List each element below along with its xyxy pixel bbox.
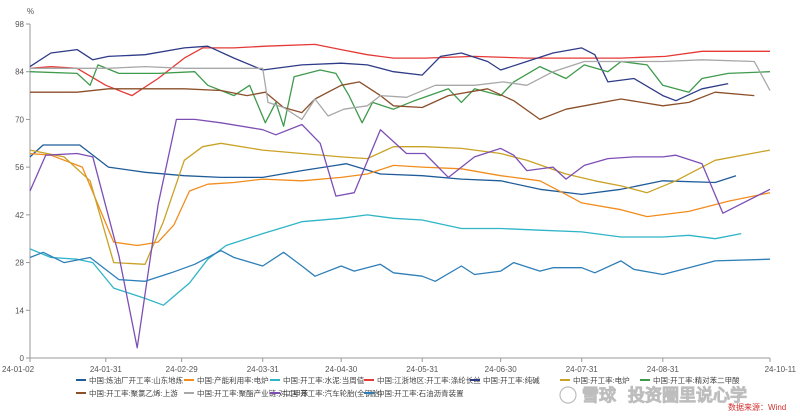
x-tick-label: 24-10-11: [765, 365, 797, 374]
y-tick-label: 0: [20, 354, 25, 363]
series-line-4: [29, 43, 770, 97]
series-line-11: [29, 249, 771, 282]
x-tick-label: 24-06-30: [485, 365, 518, 374]
x-tick-label: 24-05-31: [406, 365, 439, 374]
x-tick-label: 24-07-31: [566, 365, 599, 374]
legend-label: 中国:炼油厂开工率:山东地炼: [89, 375, 184, 385]
legend-label: 中国:开工率:精对苯二甲酸: [653, 375, 740, 385]
xueqiu-logo-icon: [559, 386, 577, 404]
y-tick-label: 70: [15, 115, 24, 124]
legend-label: 中国:产能利用率:电炉: [197, 375, 269, 385]
y-tick-label: 56: [15, 163, 24, 172]
y-axis-ticks: 0 14 28 42 56 70 84 98: [15, 20, 30, 363]
series-line-1: [29, 144, 737, 196]
series-line-8: [30, 81, 755, 121]
watermark: 雪球 投资圈里说心学: [559, 385, 747, 405]
series-line-9: [30, 59, 771, 121]
y-tick-label: 84: [15, 68, 24, 77]
legend-label: 中国:开工率:电炉: [573, 375, 630, 385]
source-note: 数据来源：Wind: [728, 402, 786, 412]
x-tick-label: 24-04-30: [325, 365, 358, 374]
x-tick-label: 24-02-29: [166, 365, 199, 374]
series-line-2: [29, 152, 771, 247]
y-tick-label: 42: [15, 211, 24, 220]
series-line-5: [29, 45, 729, 102]
legend-label: 中国:江浙地区:开工率:涤纶长丝: [377, 375, 481, 385]
legend: 中国:炼油厂开工率:山东地炼 中国:产能利用率:电炉 中国:开工率:水泥:当周值 中国…: [76, 375, 740, 398]
legend-label: 中国:开工率:水泥:当周值: [283, 375, 365, 385]
legend-label: 中国:开工率:汽车轮胎(全钢胎): [283, 388, 383, 398]
x-tick-label: 24-01-31: [90, 365, 123, 374]
legend-label: 中国:开工率:纯碱: [483, 375, 540, 385]
x-tick-label: 24-08-31: [647, 365, 680, 374]
x-tick-label: 24-03-31: [247, 365, 280, 374]
y-axis-unit: %: [27, 7, 34, 16]
legend-label: 中国:开工率:聚氯乙烯:上游: [89, 388, 178, 398]
series-line-6: [29, 142, 771, 265]
y-tick-label: 14: [15, 306, 24, 315]
x-axis-ticks: 24-01-02 24-01-31 24-02-29 24-03-31 24-04-30…: [2, 358, 797, 374]
watermark-brand: 雪球: [582, 386, 617, 405]
legend-label: 中国:开工率:聚酯产业链:对二甲苯: [197, 388, 309, 398]
legend-label: 中国:开工率:石油沥青装置: [377, 388, 464, 398]
series-lines: [29, 43, 771, 349]
series-line-10: [29, 118, 771, 349]
watermark-author: 投资圈里说心学: [628, 385, 747, 405]
series-line-3: [29, 214, 742, 306]
y-tick-label: 28: [15, 259, 24, 268]
x-tick-label: 24-01-02: [2, 365, 35, 374]
y-tick-label: 98: [15, 20, 24, 29]
